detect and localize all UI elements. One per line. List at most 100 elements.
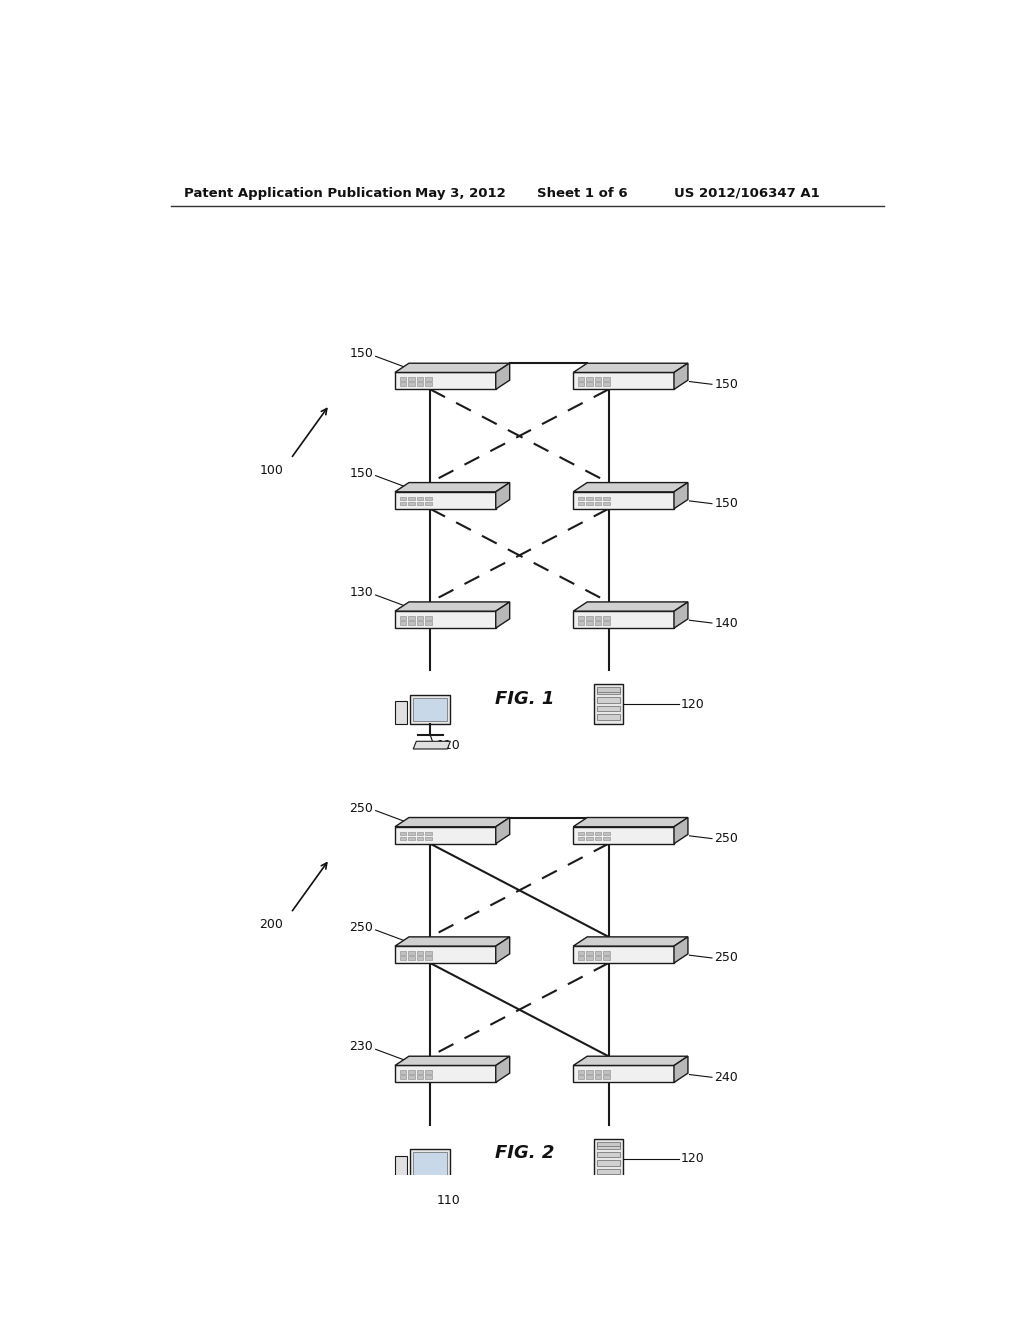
Polygon shape	[410, 696, 451, 725]
Polygon shape	[409, 837, 415, 841]
Polygon shape	[395, 483, 510, 492]
Polygon shape	[399, 1071, 407, 1074]
Polygon shape	[595, 956, 601, 960]
Polygon shape	[425, 837, 431, 841]
Text: 250: 250	[349, 801, 374, 814]
Polygon shape	[578, 837, 585, 841]
Polygon shape	[394, 1155, 407, 1179]
Text: May 3, 2012: May 3, 2012	[415, 186, 506, 199]
Polygon shape	[573, 602, 688, 611]
Polygon shape	[394, 701, 407, 725]
Polygon shape	[399, 837, 407, 841]
Polygon shape	[496, 483, 510, 508]
Polygon shape	[395, 363, 510, 372]
Polygon shape	[417, 950, 423, 954]
Polygon shape	[417, 832, 423, 836]
Polygon shape	[417, 1071, 423, 1074]
Polygon shape	[425, 1076, 431, 1078]
Polygon shape	[399, 378, 407, 381]
Polygon shape	[425, 496, 431, 500]
Polygon shape	[409, 496, 415, 500]
Polygon shape	[603, 832, 609, 836]
Polygon shape	[587, 832, 593, 836]
Polygon shape	[395, 1056, 510, 1065]
Polygon shape	[595, 950, 601, 954]
Polygon shape	[496, 602, 510, 628]
Polygon shape	[674, 817, 688, 843]
Text: FIG. 1: FIG. 1	[496, 690, 554, 708]
Polygon shape	[425, 622, 431, 624]
Text: 110: 110	[436, 739, 460, 752]
Polygon shape	[597, 697, 621, 702]
Polygon shape	[597, 689, 621, 694]
Polygon shape	[597, 1142, 621, 1146]
Polygon shape	[595, 837, 601, 841]
Text: 250: 250	[349, 921, 374, 935]
Text: 140: 140	[715, 616, 738, 630]
Polygon shape	[496, 817, 510, 843]
Polygon shape	[395, 817, 510, 826]
Polygon shape	[587, 1076, 593, 1078]
Polygon shape	[595, 502, 601, 506]
Polygon shape	[578, 1071, 585, 1074]
Polygon shape	[399, 616, 407, 619]
Polygon shape	[573, 817, 688, 826]
Polygon shape	[409, 956, 415, 960]
Text: 150: 150	[715, 498, 738, 510]
Polygon shape	[597, 1143, 621, 1148]
Polygon shape	[409, 622, 415, 624]
Polygon shape	[399, 496, 407, 500]
Polygon shape	[603, 502, 609, 506]
Polygon shape	[578, 378, 585, 381]
Polygon shape	[603, 496, 609, 500]
Polygon shape	[587, 383, 593, 385]
Polygon shape	[399, 956, 407, 960]
Polygon shape	[594, 684, 624, 725]
Polygon shape	[409, 383, 415, 385]
Polygon shape	[417, 616, 423, 619]
Polygon shape	[587, 616, 593, 619]
Text: FIG. 2: FIG. 2	[496, 1144, 554, 1162]
Polygon shape	[399, 1076, 407, 1078]
Polygon shape	[603, 622, 609, 624]
Polygon shape	[573, 946, 674, 964]
Polygon shape	[573, 1056, 688, 1065]
Polygon shape	[425, 616, 431, 619]
Polygon shape	[414, 1152, 447, 1176]
Polygon shape	[595, 616, 601, 619]
Polygon shape	[597, 688, 621, 692]
Polygon shape	[595, 1076, 601, 1078]
Polygon shape	[578, 956, 585, 960]
Text: 250: 250	[715, 832, 738, 845]
Polygon shape	[399, 832, 407, 836]
Text: 130: 130	[349, 586, 374, 599]
Polygon shape	[573, 937, 688, 946]
Polygon shape	[395, 946, 496, 964]
Polygon shape	[399, 502, 407, 506]
Polygon shape	[409, 378, 415, 381]
Text: 240: 240	[715, 1071, 738, 1084]
Polygon shape	[578, 1076, 585, 1078]
Text: 250: 250	[715, 952, 738, 965]
Polygon shape	[414, 698, 447, 721]
Polygon shape	[595, 622, 601, 624]
Polygon shape	[395, 492, 496, 508]
Polygon shape	[674, 1056, 688, 1082]
Polygon shape	[603, 956, 609, 960]
Text: 100: 100	[259, 463, 284, 477]
Polygon shape	[603, 378, 609, 381]
Polygon shape	[573, 363, 688, 372]
Polygon shape	[674, 602, 688, 628]
Polygon shape	[595, 378, 601, 381]
Polygon shape	[674, 483, 688, 508]
Polygon shape	[597, 1168, 621, 1173]
Polygon shape	[425, 378, 431, 381]
Polygon shape	[587, 622, 593, 624]
Polygon shape	[587, 956, 593, 960]
Polygon shape	[587, 496, 593, 500]
Polygon shape	[417, 502, 423, 506]
Polygon shape	[573, 611, 674, 628]
Polygon shape	[603, 950, 609, 954]
Polygon shape	[573, 826, 674, 843]
Polygon shape	[409, 502, 415, 506]
